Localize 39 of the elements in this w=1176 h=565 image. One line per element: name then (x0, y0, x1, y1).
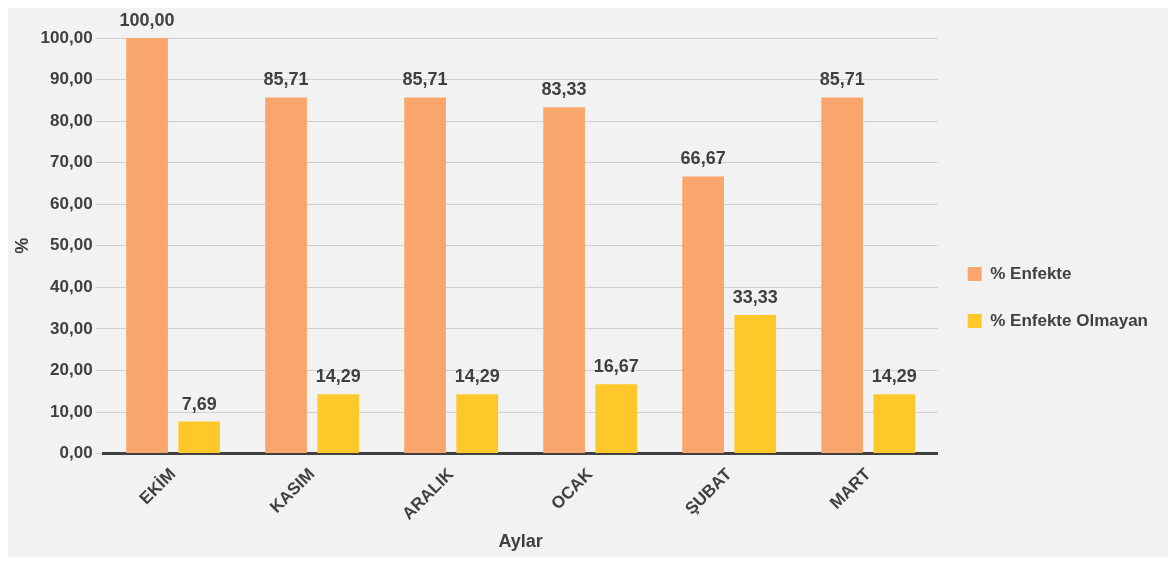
data-label: 14,29 (871, 366, 917, 387)
bar (821, 97, 863, 454)
data-label: 7,69 (181, 393, 217, 414)
y-tick-label: 30,00 (50, 318, 93, 338)
data-label: 83,33 (541, 79, 587, 100)
y-tick-label: 100,00 (40, 27, 93, 47)
data-label: 85,71 (819, 69, 865, 90)
y-tick-label: 80,00 (50, 110, 93, 130)
data-label: 14,29 (315, 366, 361, 387)
bar (456, 394, 499, 454)
bar (734, 315, 777, 454)
data-label: 100,00 (119, 9, 175, 30)
bar (178, 421, 221, 454)
data-label: 14,29 (454, 366, 500, 387)
data-label: 66,67 (680, 148, 726, 169)
bar (682, 176, 724, 454)
bar (873, 394, 916, 454)
y-axis-title: % (11, 237, 32, 254)
data-label: 33,33 (732, 287, 778, 308)
bar (404, 97, 446, 454)
y-tick-label: 60,00 (50, 193, 93, 213)
y-tick-label: 70,00 (50, 152, 93, 172)
data-label: 85,71 (263, 69, 309, 90)
y-tick-label: 40,00 (50, 277, 93, 297)
legend-label: % Enfekte Olmayan (990, 310, 1148, 330)
data-label: 16,67 (593, 356, 639, 377)
bar (126, 38, 168, 454)
y-tick-label: 0,00 (59, 443, 93, 463)
bar (595, 384, 638, 454)
y-tick-label: 90,00 (50, 69, 93, 89)
x-axis-title: Aylar (498, 531, 543, 552)
legend-label: % Enfekte (990, 263, 1072, 283)
data-label: 85,71 (402, 69, 448, 90)
y-tick-label: 20,00 (50, 360, 93, 380)
y-tick-label: 10,00 (50, 401, 93, 421)
bar (265, 97, 307, 454)
bar (317, 394, 360, 454)
bar (543, 107, 585, 454)
y-tick-label: 50,00 (50, 235, 93, 255)
